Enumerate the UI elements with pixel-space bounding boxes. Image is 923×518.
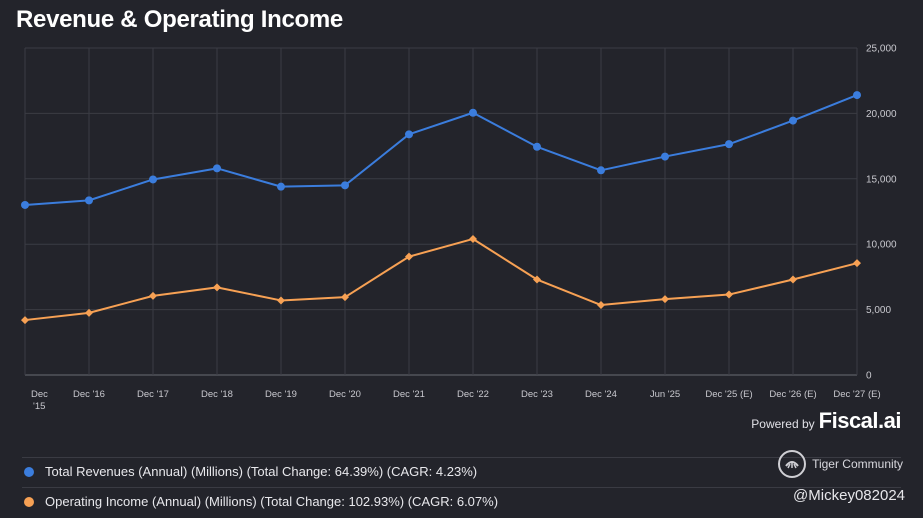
x-tick-label: Dec '26 (E) xyxy=(769,389,816,400)
legend-item-operating-income[interactable]: Operating Income (Annual) (Millions) (To… xyxy=(24,494,498,509)
data-point-diamond[interactable] xyxy=(469,234,477,243)
x-axis-labels: Dec '15 Dec '16 Dec '17 Dec '18 Dec '19 Dec '2… xyxy=(31,389,881,410)
y-tick-label: 20,000 xyxy=(866,109,897,120)
x-tick-label: Dec '18 xyxy=(201,389,233,400)
series-lines xyxy=(24,94,858,322)
x-tick-label: Dec '27 (E) xyxy=(833,389,880,400)
data-point-circle[interactable] xyxy=(469,108,477,117)
legend-revenue-label: Total Revenues (Annual) (Millions) (Tota… xyxy=(45,464,478,479)
tiger-community-watermark: Tiger Community xyxy=(778,450,903,478)
data-point-diamond[interactable] xyxy=(149,291,157,300)
data-point-diamond[interactable] xyxy=(85,308,93,317)
data-point-diamond[interactable] xyxy=(597,301,605,310)
data-point-diamond[interactable] xyxy=(789,275,797,284)
y-tick-label: 0 xyxy=(866,371,872,382)
legend-item-revenue[interactable]: Total Revenues (Annual) (Millions) (Tota… xyxy=(24,464,477,479)
series-line-1 xyxy=(24,237,858,322)
x-tick-label: Dec '23 xyxy=(521,389,553,400)
data-point-diamond[interactable] xyxy=(725,290,733,299)
x-tick-label: Dec '21 xyxy=(393,389,425,400)
data-point-diamond[interactable] xyxy=(853,259,861,268)
powered-by[interactable]: Powered by Fiscal.ai xyxy=(751,408,901,434)
data-point-circle[interactable] xyxy=(149,175,157,184)
data-point-diamond[interactable] xyxy=(533,275,541,284)
legend-divider-mid xyxy=(22,487,901,488)
data-point-diamond[interactable] xyxy=(341,293,349,302)
legend-revenue-dot xyxy=(24,466,34,477)
data-point-circle[interactable] xyxy=(597,166,605,175)
author-handle: @Mickey082024 xyxy=(793,487,905,504)
data-point-circle[interactable] xyxy=(213,164,221,173)
x-tick-label: Dec '25 (E) xyxy=(705,389,752,400)
x-tick-label: Dec '24 xyxy=(585,389,617,400)
data-point-circle[interactable] xyxy=(533,142,541,151)
legend-divider-top xyxy=(22,457,901,458)
legend-operating-income-label: Operating Income (Annual) (Millions) (To… xyxy=(45,494,499,509)
data-point-circle[interactable] xyxy=(21,200,29,209)
data-point-circle[interactable] xyxy=(725,140,733,149)
series-markers xyxy=(21,91,861,325)
legend-operating-income-dot xyxy=(24,496,34,507)
chart-title: Revenue & Operating Income xyxy=(16,6,343,33)
x-tick-label: Dec '19 xyxy=(265,389,297,400)
x-tick-label: Dec '22 xyxy=(457,389,489,400)
powered-by-label: Powered by xyxy=(751,417,815,431)
tiger-logo-icon xyxy=(778,450,807,478)
y-tick-label: 25,000 xyxy=(866,44,897,55)
data-point-circle[interactable] xyxy=(405,130,413,139)
data-point-diamond[interactable] xyxy=(213,283,221,292)
data-point-diamond[interactable] xyxy=(21,316,29,325)
data-point-circle[interactable] xyxy=(853,91,861,100)
x-tick-label: Jun '25 xyxy=(650,389,680,400)
data-point-circle[interactable] xyxy=(85,196,93,205)
data-point-diamond[interactable] xyxy=(277,296,285,305)
y-tick-label: 5,000 xyxy=(866,305,891,316)
data-point-circle[interactable] xyxy=(661,152,669,161)
grid-lines xyxy=(24,47,858,376)
data-point-diamond[interactable] xyxy=(405,252,413,261)
y-tick-label: 10,000 xyxy=(866,240,897,251)
y-axis-labels: 0 5,000 10,000 15,000 20,000 25,000 xyxy=(866,44,897,382)
fiscal-ai-logo: Fiscal.ai xyxy=(818,408,902,433)
x-tick-label: Dec '16 xyxy=(73,389,105,400)
y-tick-label: 15,000 xyxy=(866,174,897,185)
data-point-circle[interactable] xyxy=(341,181,349,190)
series-line-0 xyxy=(24,94,858,206)
data-point-circle[interactable] xyxy=(789,116,797,125)
tiger-community-label: Tiger Community xyxy=(812,457,903,471)
x-tick-label: Dec '15 xyxy=(31,389,48,410)
data-point-diamond[interactable] xyxy=(661,295,669,304)
x-tick-label: Dec '20 xyxy=(329,389,361,400)
data-point-circle[interactable] xyxy=(277,182,285,191)
x-tick-label: Dec '17 xyxy=(137,389,169,400)
